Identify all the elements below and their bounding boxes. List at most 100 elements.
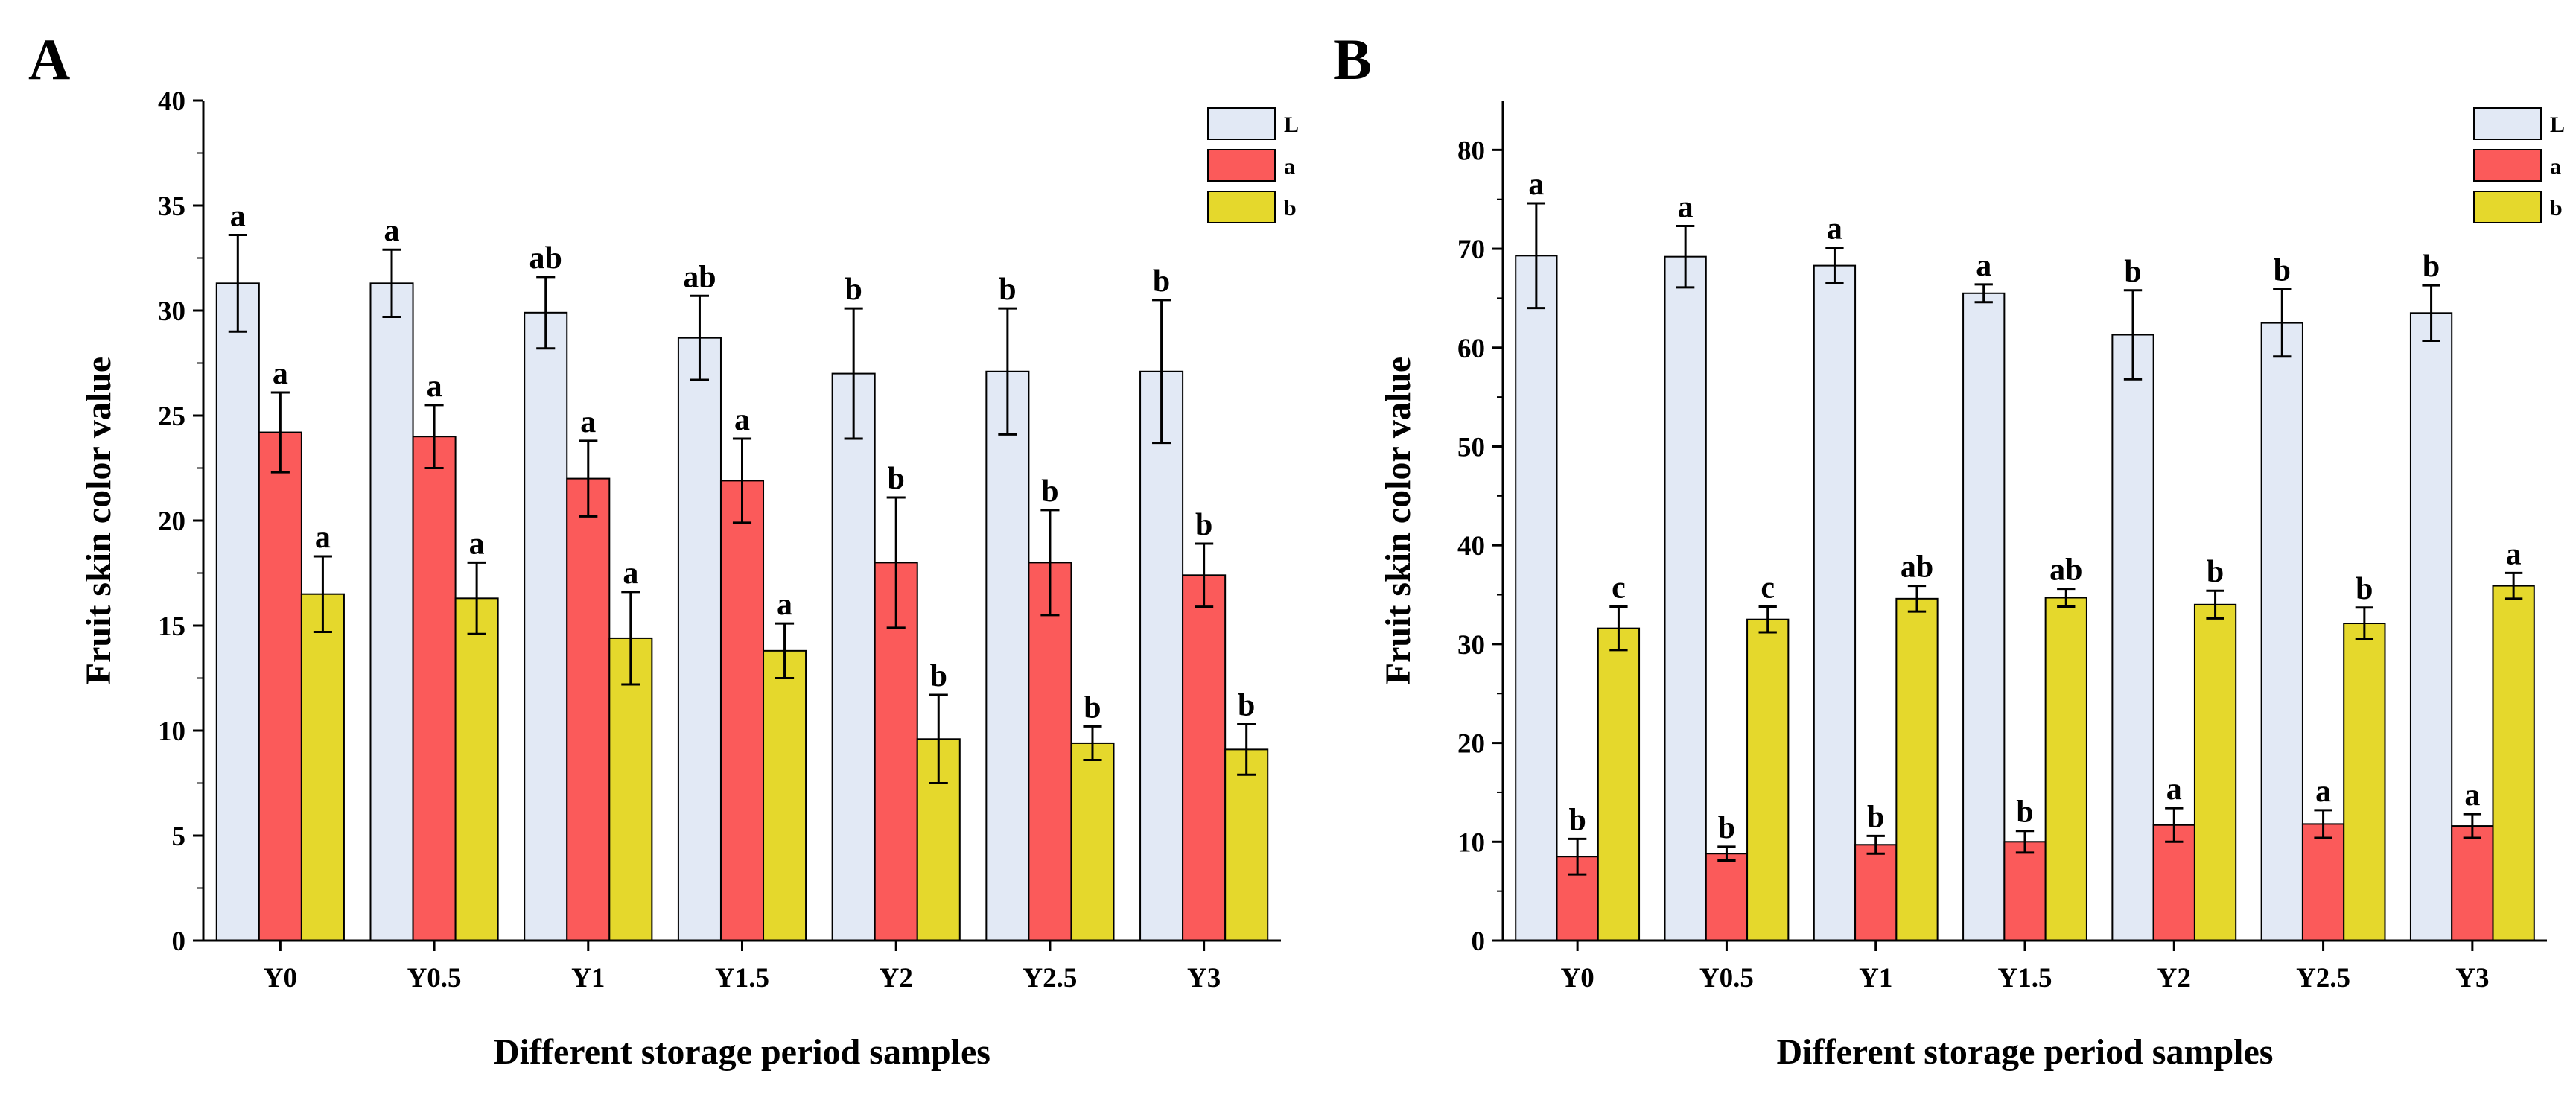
bar-L-Y2 bbox=[2111, 334, 2154, 941]
x-tick-label: Y1 bbox=[571, 963, 605, 994]
legend-label-b: b bbox=[1284, 196, 1297, 220]
significance-label: b bbox=[1153, 264, 1170, 299]
bar-b-Y0 bbox=[1597, 627, 1641, 941]
bar-a-Y0 bbox=[258, 431, 302, 941]
legend-label-L: L bbox=[1284, 112, 1299, 137]
significance-label: a bbox=[2315, 775, 2331, 809]
legend-swatch-L bbox=[1207, 107, 1276, 140]
y-axis-title: Fruit skin color value bbox=[79, 357, 118, 684]
significance-label: b bbox=[845, 273, 862, 307]
bar-b-Y3 bbox=[1224, 748, 1269, 941]
bar-L-Y0 bbox=[215, 282, 260, 941]
significance-label: b bbox=[999, 273, 1016, 307]
legend-swatch-a bbox=[2473, 149, 2542, 182]
bar-b-Y0 bbox=[300, 593, 345, 941]
bar-L-Y2 bbox=[831, 372, 876, 942]
bar-a-Y3 bbox=[2451, 825, 2494, 941]
significance-label: b bbox=[930, 659, 947, 693]
legend-swatch-b bbox=[1207, 191, 1276, 223]
significance-label: a bbox=[623, 556, 638, 591]
y-tick-label: 60 bbox=[1457, 334, 1485, 364]
bar-a-Y2.5 bbox=[1028, 562, 1072, 942]
significance-label: a bbox=[1678, 191, 1694, 225]
y-tick-label: 5 bbox=[172, 821, 186, 852]
legend-label-a: a bbox=[1284, 154, 1295, 179]
legend-label-a: a bbox=[2550, 154, 2561, 179]
x-tick-label: Y0 bbox=[264, 963, 297, 994]
bar-b-Y1 bbox=[1895, 597, 1939, 941]
significance-label: b bbox=[2423, 249, 2440, 284]
bar-L-Y1 bbox=[524, 311, 568, 941]
significance-label: ab bbox=[529, 241, 562, 276]
significance-label: a bbox=[230, 199, 246, 233]
significance-label: b bbox=[1084, 690, 1101, 725]
bar-b-Y0.5 bbox=[1746, 618, 1790, 941]
bar-L-Y3 bbox=[1139, 370, 1184, 941]
significance-label: a bbox=[469, 527, 485, 561]
bar-L-Y0.5 bbox=[1664, 255, 1707, 941]
bar-L-Y0 bbox=[1515, 255, 1558, 942]
x-tick-label: Y0.5 bbox=[1699, 963, 1754, 994]
legend-swatch-a bbox=[1207, 149, 1276, 182]
x-tick-label: Y0.5 bbox=[407, 963, 462, 994]
legend-swatch-L bbox=[2473, 107, 2542, 140]
x-tick-label: Y2.5 bbox=[2296, 963, 2350, 994]
significance-label: a bbox=[427, 369, 442, 404]
y-tick-label: 30 bbox=[1457, 630, 1485, 661]
y-tick-label: 0 bbox=[172, 926, 186, 957]
y-tick-label: 20 bbox=[158, 506, 185, 537]
significance-label: b bbox=[888, 462, 905, 496]
bar-L-Y1.5 bbox=[677, 337, 722, 942]
bar-L-Y1.5 bbox=[1962, 292, 2006, 941]
significance-label: b bbox=[1238, 689, 1255, 723]
bar-L-Y0.5 bbox=[369, 282, 414, 941]
bar-a-Y3 bbox=[1182, 574, 1227, 941]
significance-label: b bbox=[2356, 572, 2373, 606]
significance-label: b bbox=[2016, 795, 2033, 830]
bar-a-Y1 bbox=[1854, 844, 1898, 941]
x-tick-label: Y2 bbox=[880, 963, 913, 994]
bar-a-Y0.5 bbox=[1705, 853, 1749, 942]
bar-b-Y2.5 bbox=[2343, 623, 2386, 941]
legend-label-L: L bbox=[2550, 112, 2565, 137]
significance-label: a bbox=[1976, 249, 1991, 283]
bar-a-Y1.5 bbox=[2003, 841, 2047, 941]
y-tick-label: 0 bbox=[1472, 926, 1486, 957]
bar-a-Y0.5 bbox=[412, 436, 457, 941]
significance-label: ab bbox=[1901, 550, 1933, 585]
bar-L-Y3 bbox=[2409, 312, 2453, 942]
bar-L-Y2.5 bbox=[985, 370, 1030, 941]
x-axis-title: Different storage period samples bbox=[1777, 1032, 2274, 1072]
y-tick-label: 40 bbox=[1457, 531, 1485, 562]
x-tick-label: Y1 bbox=[1859, 963, 1892, 994]
y-tick-label: 15 bbox=[158, 611, 185, 642]
x-tick-label: Y2 bbox=[2157, 963, 2191, 994]
bar-b-Y2.5 bbox=[1070, 742, 1115, 941]
bar-L-Y2.5 bbox=[2260, 322, 2303, 941]
significance-label: a bbox=[2166, 772, 2182, 807]
significance-label: b bbox=[2274, 253, 2291, 287]
y-axis-title: Fruit skin color value bbox=[1378, 357, 1418, 684]
x-tick-label: Y3 bbox=[1187, 963, 1221, 994]
y-tick-label: 50 bbox=[1457, 432, 1485, 462]
y-tick-label: 35 bbox=[158, 191, 185, 222]
significance-label: b bbox=[1718, 811, 1735, 845]
panel-letter-b: B bbox=[1333, 27, 1372, 92]
significance-label: a bbox=[315, 521, 331, 555]
bar-b-Y1.5 bbox=[763, 649, 807, 942]
y-tick-label: 10 bbox=[158, 716, 185, 747]
x-tick-label: Y1.5 bbox=[715, 963, 769, 994]
significance-label: b bbox=[1867, 800, 1884, 834]
significance-label: ab bbox=[683, 260, 716, 294]
significance-label: a bbox=[734, 403, 750, 437]
significance-label: b bbox=[1195, 508, 1212, 542]
bar-b-Y0.5 bbox=[454, 597, 499, 942]
significance-label: a bbox=[1827, 212, 1842, 247]
bar-b-Y3 bbox=[2492, 585, 2535, 941]
y-tick-label: 80 bbox=[1457, 136, 1485, 166]
significance-label: b bbox=[1041, 474, 1058, 509]
x-tick-label: Y1.5 bbox=[1998, 963, 2052, 994]
